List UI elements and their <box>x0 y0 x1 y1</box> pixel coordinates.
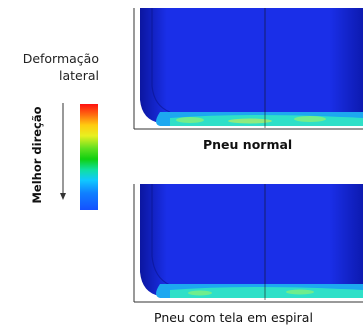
caption-normal-tire: Pneu normal <box>203 137 293 152</box>
direction-label: Melhor direção <box>30 106 44 204</box>
down-arrow-icon <box>60 103 66 200</box>
tire-simulation-normal <box>130 8 363 131</box>
deformation-color-scale <box>80 104 98 210</box>
tire-simulation-spiral <box>130 184 363 304</box>
legend-title-line-2: lateral <box>59 68 99 83</box>
caption-spiral-tire: Pneu com tela em espiral <box>154 310 313 325</box>
legend-title: Deformação lateral <box>23 50 99 84</box>
legend-title-line-1: Deformação <box>22 51 99 66</box>
